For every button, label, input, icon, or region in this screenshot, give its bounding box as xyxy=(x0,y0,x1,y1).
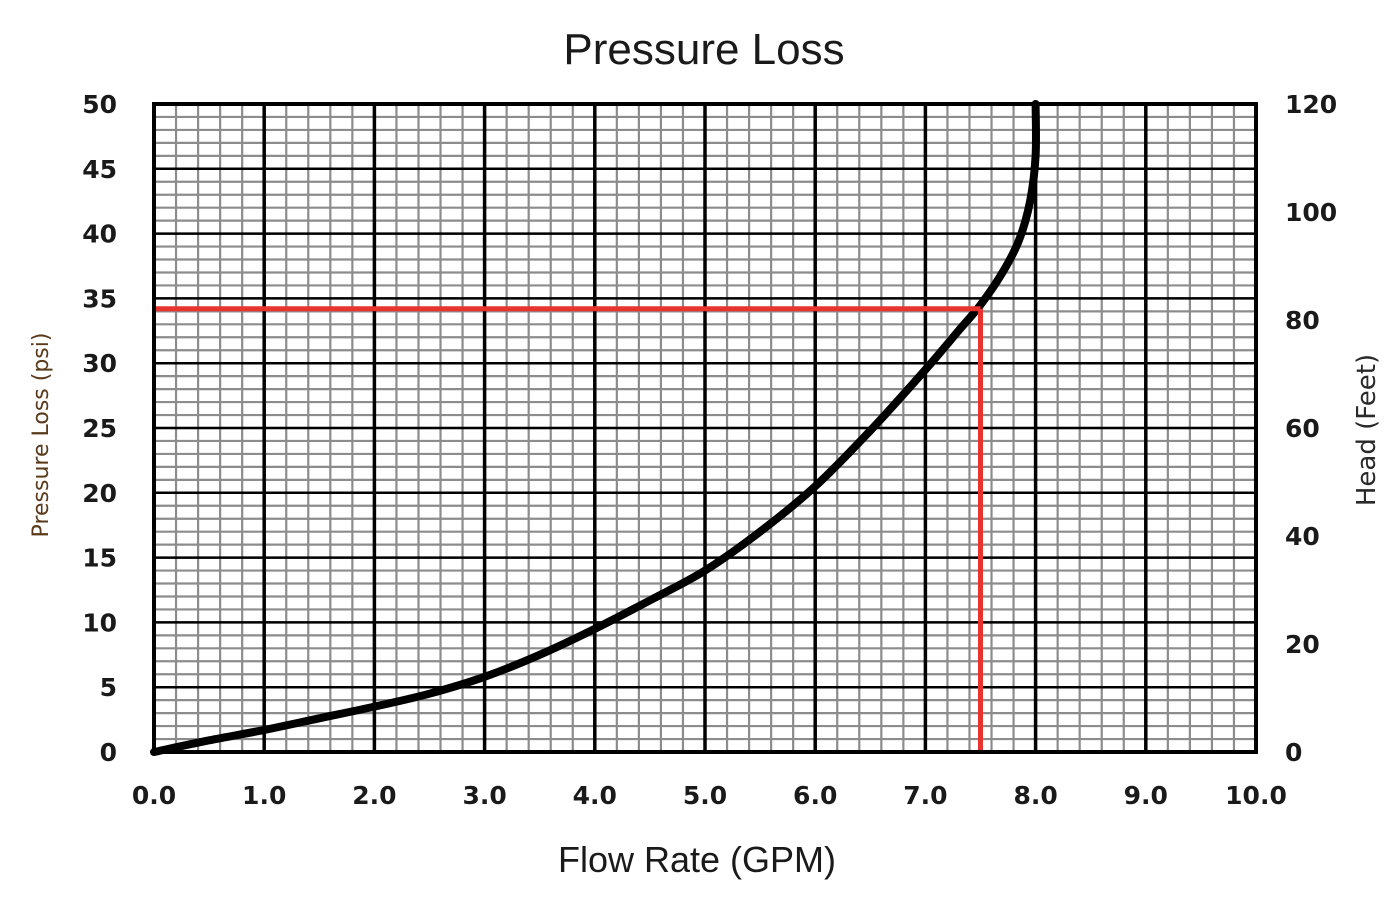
x-tick-label: 8.0 xyxy=(1013,781,1057,810)
y-tick-label: 40 xyxy=(82,220,117,249)
y-tick-label: 20 xyxy=(82,479,117,508)
y-tick-label: 30 xyxy=(82,349,117,378)
y-axis-ticks: 0 5 10 15 20 25 30 35 40 45 50 xyxy=(82,90,117,767)
x-tick-label: 0.0 xyxy=(132,781,176,810)
x-tick-label: 3.0 xyxy=(462,781,506,810)
x-tick-label: 5.0 xyxy=(683,781,727,810)
y-axis-label: Pressure Loss (psi) xyxy=(29,333,54,538)
y2-tick-label: 20 xyxy=(1285,630,1320,659)
y2-tick-label: 80 xyxy=(1285,306,1320,335)
y2-tick-label: 60 xyxy=(1285,414,1320,443)
y-tick-label: 0 xyxy=(100,738,117,767)
annotation-layer xyxy=(154,306,983,752)
y2-tick-label: 40 xyxy=(1285,522,1320,551)
y-tick-label: 10 xyxy=(82,608,117,637)
pressure-loss-curve xyxy=(150,100,1041,756)
x-axis-ticks: 0.0 1.0 2.0 3.0 4.0 5.0 6.0 7.0 8.0 9.0 10.0 xyxy=(132,781,1287,810)
x-tick-label: 1.0 xyxy=(242,781,286,810)
y2-axis-label: Head (Feet) xyxy=(1352,354,1382,506)
y2-tick-label: 0 xyxy=(1285,738,1302,767)
y2-tick-label: 120 xyxy=(1285,90,1337,119)
series-layer xyxy=(150,100,1041,756)
y-tick-label: 35 xyxy=(82,284,117,313)
y2-axis-ticks: 0 20 40 60 80 100 120 xyxy=(1285,90,1337,767)
x-tick-label: 4.0 xyxy=(573,781,617,810)
chart-title: Pressure Loss xyxy=(563,25,844,74)
y-tick-label: 15 xyxy=(82,544,117,573)
y-tick-label: 25 xyxy=(82,414,117,443)
x-tick-label: 2.0 xyxy=(352,781,396,810)
major-grid xyxy=(152,102,1258,754)
x-axis-label: Flow Rate (GPM) xyxy=(558,839,836,880)
y-tick-label: 45 xyxy=(82,155,117,184)
x-tick-label: 10.0 xyxy=(1225,781,1287,810)
y-tick-label: 5 xyxy=(100,673,117,702)
y-tick-label: 50 xyxy=(82,90,117,119)
x-tick-label: 7.0 xyxy=(903,781,947,810)
x-tick-label: 6.0 xyxy=(793,781,837,810)
plot-frame xyxy=(152,102,1258,754)
x-tick-label: 9.0 xyxy=(1124,781,1168,810)
y2-tick-label: 100 xyxy=(1285,198,1337,227)
